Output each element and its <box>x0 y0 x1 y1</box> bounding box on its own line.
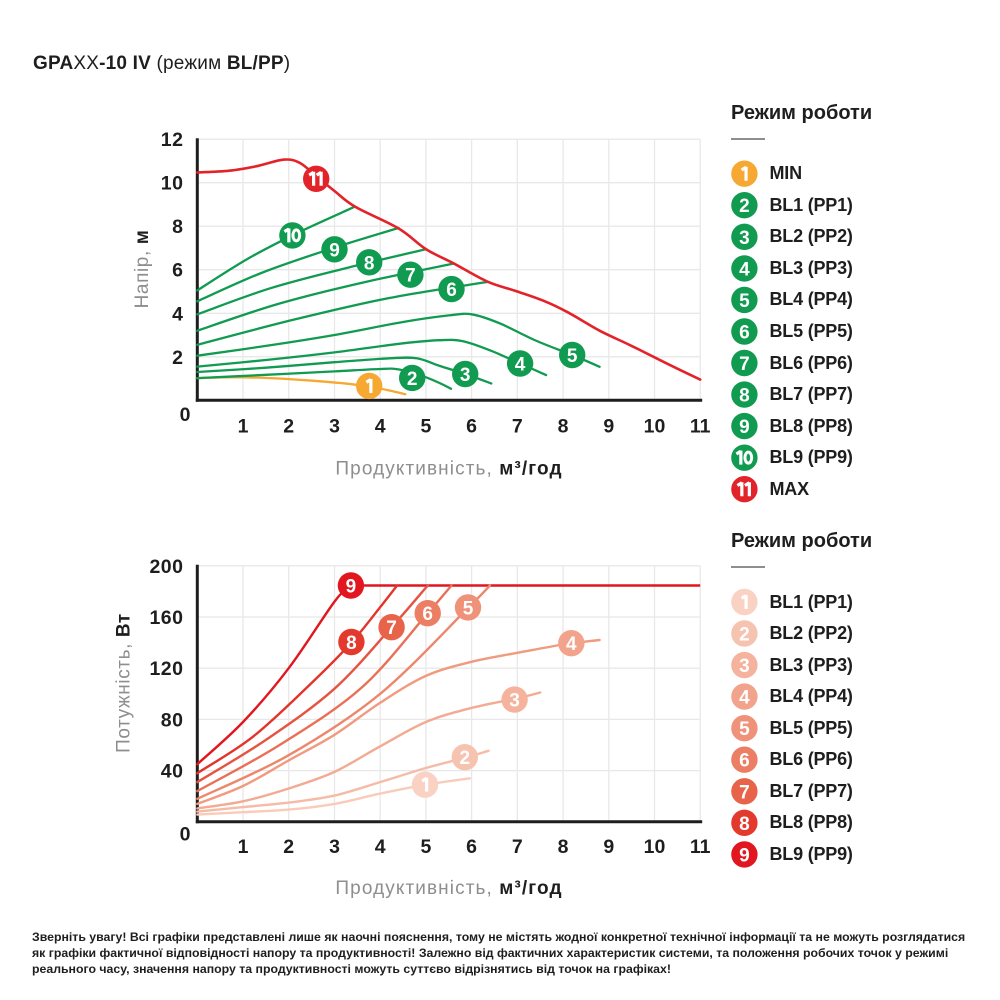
svg-text:Продуктивність, м³/год: Продуктивність, м³/год <box>335 459 562 480</box>
svg-text:8: 8 <box>558 836 569 858</box>
svg-text:Потужність, Вт: Потужність, Вт <box>114 613 135 753</box>
svg-text:7: 7 <box>386 618 397 639</box>
svg-text:4: 4 <box>739 688 750 709</box>
svg-text:120: 120 <box>149 658 183 680</box>
svg-text:6: 6 <box>446 280 457 301</box>
svg-text:8: 8 <box>739 814 750 835</box>
svg-text:5: 5 <box>739 291 750 312</box>
svg-text:3: 3 <box>329 836 340 858</box>
svg-text:2: 2 <box>172 347 183 369</box>
svg-text:Продуктивність, м³/год: Продуктивність, м³/год <box>335 878 562 899</box>
svg-text:10: 10 <box>161 173 184 195</box>
svg-text:8: 8 <box>346 633 357 654</box>
svg-text:3: 3 <box>739 656 750 677</box>
svg-text:3: 3 <box>509 691 520 712</box>
svg-text:10: 10 <box>644 836 666 858</box>
svg-text:6: 6 <box>739 751 750 772</box>
svg-text:9: 9 <box>603 415 614 437</box>
svg-text:160: 160 <box>149 607 183 629</box>
svg-text:7: 7 <box>512 415 523 437</box>
svg-text:4: 4 <box>566 634 577 655</box>
svg-text:6: 6 <box>172 260 183 282</box>
svg-text:0: 0 <box>180 824 191 846</box>
svg-text:5: 5 <box>567 346 578 367</box>
svg-text:6: 6 <box>466 415 477 437</box>
svg-text:3: 3 <box>329 415 340 437</box>
svg-text:3: 3 <box>739 228 750 249</box>
svg-text:5: 5 <box>420 415 431 437</box>
svg-text:Напір, м: Напір, м <box>132 230 153 309</box>
svg-text:9: 9 <box>329 240 340 261</box>
svg-text:1: 1 <box>238 836 249 858</box>
svg-text:11: 11 <box>690 415 711 437</box>
svg-text:2: 2 <box>739 625 750 646</box>
svg-text:8: 8 <box>172 216 183 238</box>
svg-text:4: 4 <box>515 355 526 376</box>
svg-text:9: 9 <box>346 577 357 598</box>
svg-text:5: 5 <box>739 719 750 740</box>
svg-text:10: 10 <box>644 415 666 437</box>
svg-text:9: 9 <box>739 417 750 438</box>
svg-text:8: 8 <box>739 386 750 407</box>
svg-text:4: 4 <box>172 303 183 325</box>
svg-text:7: 7 <box>739 354 750 375</box>
svg-text:7: 7 <box>512 836 523 858</box>
svg-text:7: 7 <box>405 266 416 287</box>
svg-text:4: 4 <box>375 415 386 437</box>
svg-text:2: 2 <box>407 369 418 390</box>
svg-text:12: 12 <box>161 129 184 151</box>
svg-text:2: 2 <box>739 196 750 217</box>
svg-text:2: 2 <box>283 836 294 858</box>
svg-text:6: 6 <box>466 836 477 858</box>
svg-text:5: 5 <box>420 836 431 858</box>
svg-text:5: 5 <box>463 598 474 619</box>
svg-text:80: 80 <box>161 709 184 731</box>
svg-text:11: 11 <box>690 836 711 858</box>
svg-text:2: 2 <box>283 415 294 437</box>
svg-text:8: 8 <box>364 253 375 274</box>
svg-text:3: 3 <box>460 365 471 386</box>
svg-text:4: 4 <box>739 259 750 280</box>
svg-text:6: 6 <box>422 604 433 625</box>
svg-text:6: 6 <box>739 323 750 344</box>
svg-text:200: 200 <box>149 556 183 578</box>
svg-text:40: 40 <box>161 761 184 783</box>
svg-text:0: 0 <box>180 404 191 426</box>
svg-text:2: 2 <box>460 748 471 769</box>
svg-text:1: 1 <box>238 415 249 437</box>
svg-text:9: 9 <box>603 836 614 858</box>
svg-text:4: 4 <box>375 836 386 858</box>
svg-text:8: 8 <box>558 415 569 437</box>
svg-text:9: 9 <box>739 845 750 866</box>
svg-text:7: 7 <box>739 782 750 803</box>
